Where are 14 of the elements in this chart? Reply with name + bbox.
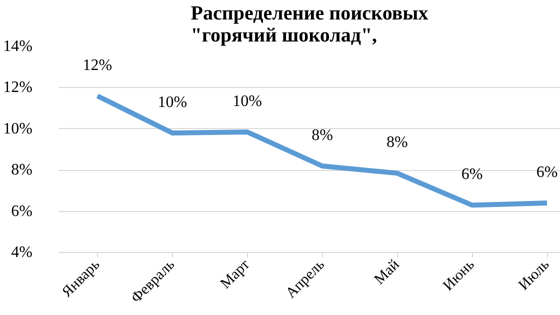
y-tick-label: 6% [11,202,32,220]
data-label: 6% [461,166,483,184]
data-label: 10% [232,92,262,110]
y-tick-label: 14% [3,38,32,55]
y-tick-label: 8% [11,162,32,179]
data-label: 12% [82,56,112,74]
chart-title: Распределение поисковых "горячий шоколад", [190,2,428,46]
data-label: 8% [312,126,333,144]
data-label: 10% [158,94,188,112]
y-tick-label: 4% [11,244,32,261]
data-label: 8% [386,134,408,152]
y-tick-label: 10% [3,120,32,138]
data-label: 6% [536,164,558,182]
y-tick-label: 12% [3,79,32,96]
